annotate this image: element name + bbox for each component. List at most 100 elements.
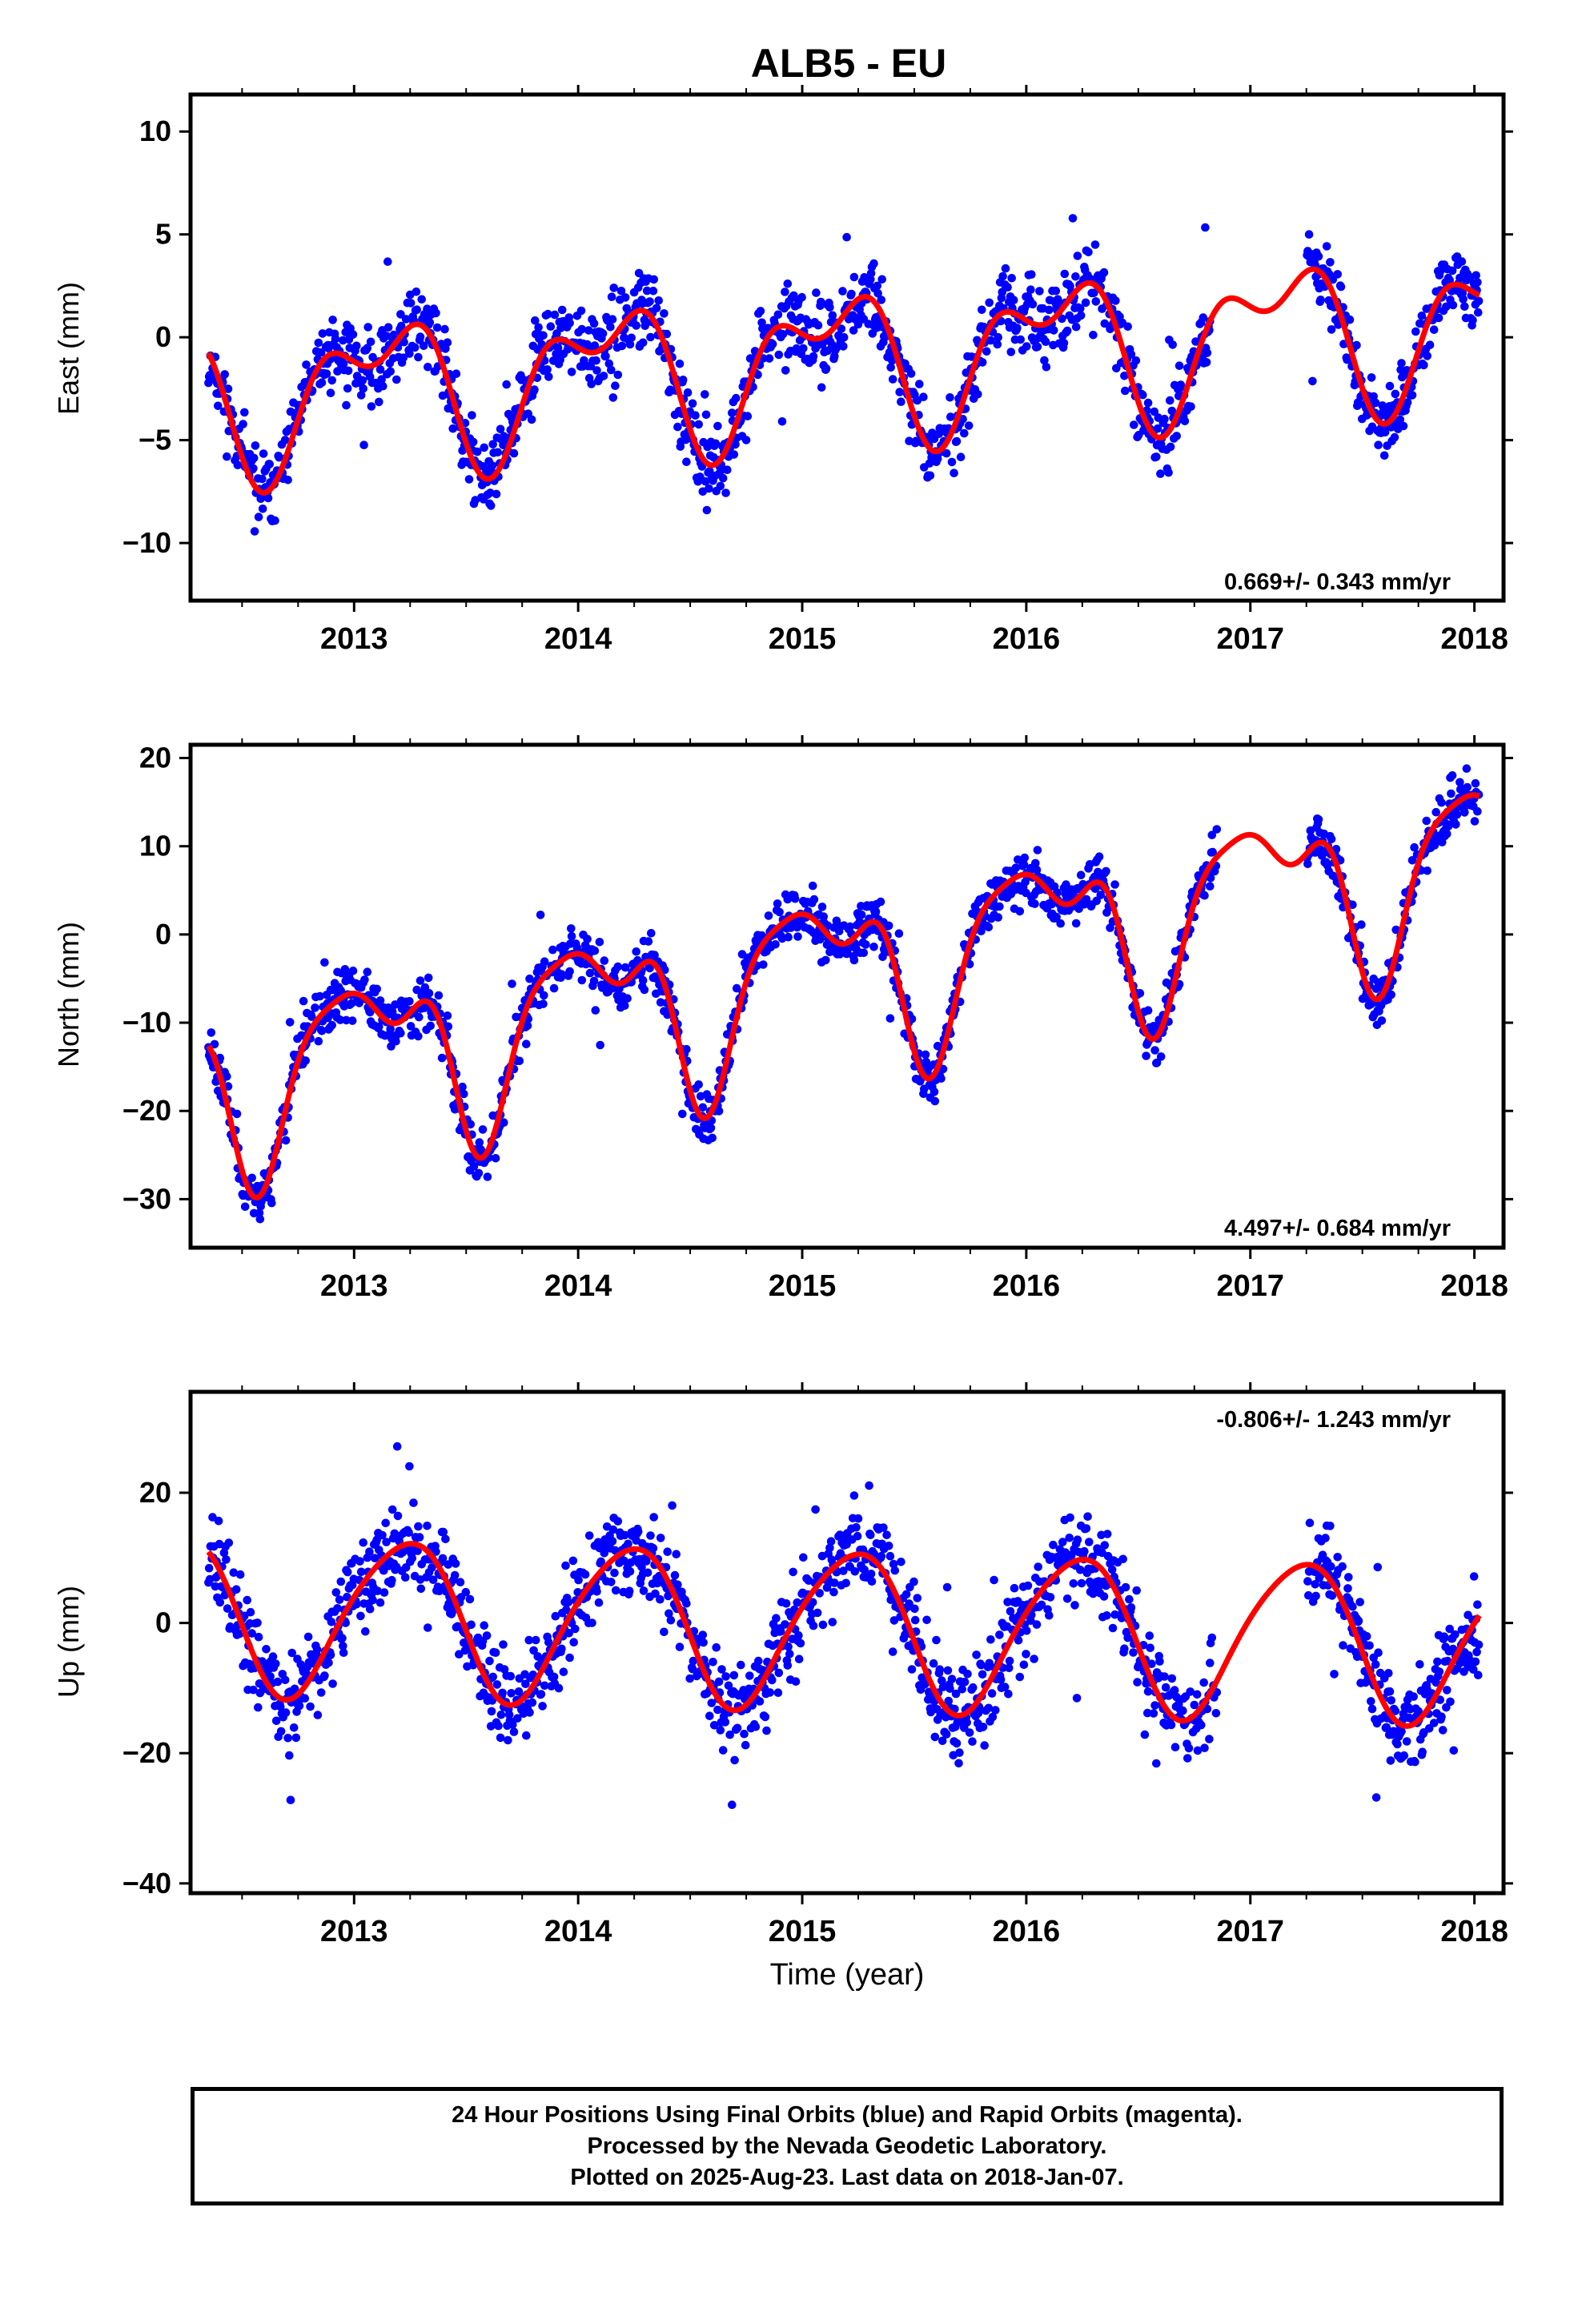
up-data-point bbox=[1183, 1754, 1192, 1763]
up-data-point bbox=[977, 1660, 986, 1670]
east-xtick-label: 2016 bbox=[993, 622, 1061, 656]
east-data-point bbox=[432, 323, 442, 332]
up-data-point bbox=[1333, 1553, 1342, 1562]
north-data-point bbox=[590, 946, 600, 955]
north-observations bbox=[204, 745, 1484, 1224]
north-data-point bbox=[620, 1001, 629, 1010]
up-data-point bbox=[451, 1559, 460, 1568]
east-data-point bbox=[432, 308, 440, 318]
up-data-point bbox=[1077, 1578, 1086, 1588]
north-data-point bbox=[793, 932, 802, 941]
up-data-point bbox=[1184, 1743, 1194, 1753]
up-data-point bbox=[1473, 1600, 1482, 1609]
east-data-point bbox=[399, 353, 408, 363]
up-data-point bbox=[808, 1598, 817, 1607]
east-data-point bbox=[1076, 304, 1085, 313]
up-data-point bbox=[910, 1604, 919, 1614]
east-data-point bbox=[1172, 432, 1181, 440]
east-data-point bbox=[1126, 350, 1136, 359]
up-data-point bbox=[1166, 1720, 1176, 1730]
up-data-point bbox=[811, 1505, 820, 1514]
up-data-point bbox=[291, 1733, 301, 1743]
up-data-point bbox=[438, 1554, 448, 1563]
east-data-point bbox=[1202, 358, 1211, 367]
up-data-point bbox=[682, 1598, 691, 1608]
east-data-point bbox=[1385, 381, 1395, 391]
up-data-point bbox=[1065, 1534, 1074, 1542]
up-data-point bbox=[656, 1534, 665, 1542]
up-data-point bbox=[1125, 1594, 1134, 1604]
up-data-point bbox=[1386, 1756, 1395, 1765]
north-data-point bbox=[1020, 853, 1030, 862]
up-data-point bbox=[794, 1655, 804, 1663]
up-data-point bbox=[450, 1570, 460, 1580]
up-data-point bbox=[1072, 1694, 1082, 1703]
north-data-point bbox=[1206, 874, 1215, 883]
east-data-point bbox=[258, 505, 267, 513]
east-data-point bbox=[401, 315, 411, 324]
north-data-point bbox=[1014, 855, 1022, 864]
east-data-point bbox=[1468, 316, 1477, 325]
east-data-point bbox=[606, 323, 615, 332]
north-data-point bbox=[475, 1138, 484, 1147]
up-data-point bbox=[1409, 1692, 1418, 1701]
up-data-point bbox=[901, 1590, 911, 1599]
up-data-point bbox=[713, 1705, 722, 1715]
up-data-point bbox=[1343, 1584, 1352, 1593]
up-data-point bbox=[660, 1627, 669, 1637]
east-data-point bbox=[1099, 267, 1109, 277]
north-data-point bbox=[1348, 900, 1357, 910]
east-data-point bbox=[993, 340, 1002, 349]
east-data-point bbox=[1176, 380, 1186, 389]
east-data-point bbox=[683, 388, 693, 397]
up-data-point bbox=[1034, 1562, 1042, 1571]
east-data-point bbox=[352, 341, 361, 351]
north-data-point bbox=[469, 1162, 479, 1171]
north-data-point bbox=[632, 947, 640, 956]
north-data-point bbox=[1410, 842, 1419, 852]
east-data-point bbox=[821, 364, 831, 373]
east-data-point bbox=[1033, 342, 1042, 352]
east-data-point bbox=[214, 401, 223, 411]
east-data-point bbox=[1152, 452, 1161, 461]
up-data-point bbox=[909, 1577, 918, 1586]
up-data-point bbox=[1367, 1697, 1375, 1706]
up-data-point bbox=[1006, 1606, 1015, 1616]
north-data-point bbox=[650, 951, 659, 959]
east-data-point bbox=[327, 376, 337, 385]
up-data-point bbox=[637, 1562, 646, 1572]
east-data-point bbox=[492, 489, 501, 499]
east-data-point bbox=[1473, 278, 1482, 287]
east-data-point bbox=[204, 378, 213, 388]
up-data-point bbox=[271, 1716, 281, 1726]
up-data-point bbox=[571, 1624, 580, 1634]
north-data-point bbox=[775, 907, 784, 917]
east-data-point bbox=[847, 289, 856, 299]
north-data-point bbox=[572, 943, 582, 952]
up-data-point bbox=[424, 1623, 432, 1632]
north-data-point bbox=[600, 956, 609, 965]
east-data-point bbox=[480, 443, 488, 452]
up-data-point bbox=[988, 1712, 998, 1722]
east-data-point bbox=[530, 385, 539, 394]
up-data-point bbox=[404, 1528, 413, 1537]
east-plot-area bbox=[204, 214, 1484, 536]
up-data-point bbox=[327, 1618, 336, 1626]
up-data-point bbox=[828, 1618, 837, 1626]
up-data-point bbox=[978, 1723, 988, 1731]
up-data-point bbox=[1032, 1620, 1042, 1629]
up-data-point bbox=[608, 1537, 617, 1546]
up-data-point bbox=[1311, 1591, 1320, 1601]
east-data-point bbox=[638, 338, 648, 348]
east-data-point bbox=[627, 333, 636, 343]
east-data-point bbox=[1379, 451, 1389, 460]
up-data-point bbox=[830, 1578, 839, 1587]
up-data-point bbox=[551, 1611, 560, 1621]
north-data-point bbox=[1033, 846, 1042, 854]
up-data-point bbox=[885, 1551, 895, 1561]
up-data-point bbox=[725, 1730, 734, 1739]
up-data-point bbox=[913, 1594, 922, 1602]
north-data-point bbox=[483, 1172, 492, 1181]
up-frame bbox=[188, 1389, 1506, 1896]
north-data-point bbox=[1207, 830, 1217, 839]
